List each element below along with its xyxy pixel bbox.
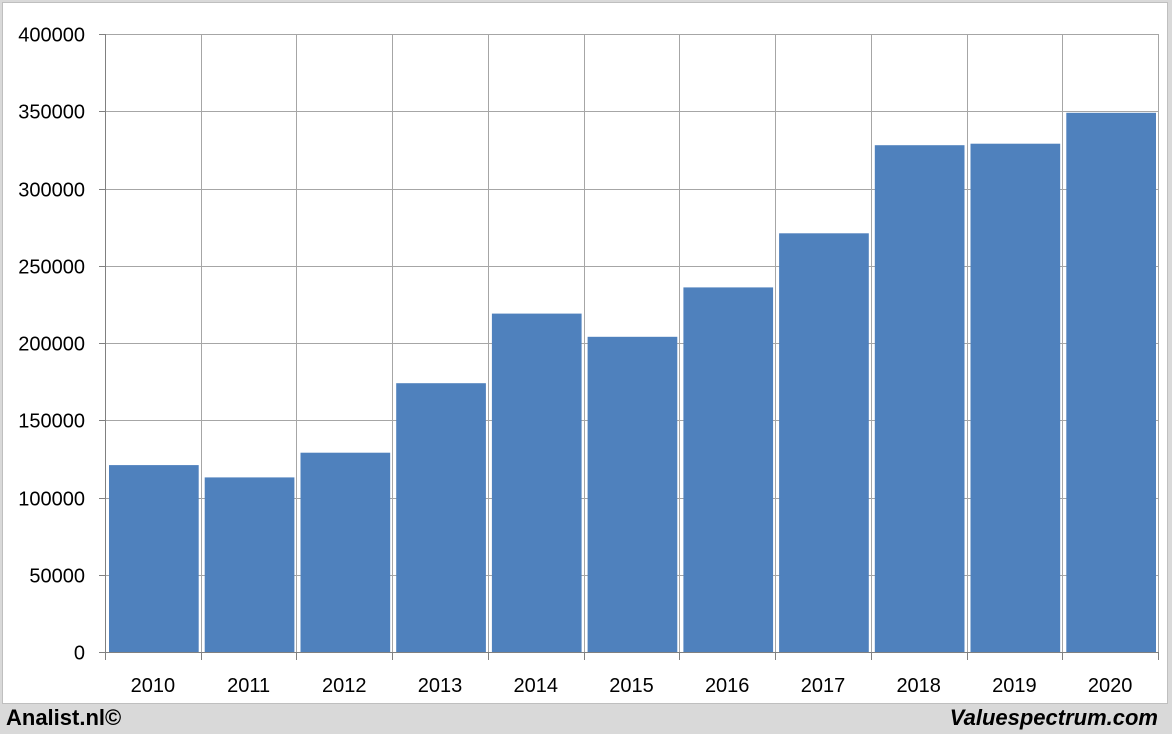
x-tick-label: 2015 xyxy=(609,675,654,697)
bar-2010 xyxy=(109,465,199,652)
source-credit-right: Valuespectrum.com xyxy=(949,705,1158,730)
bar-2016 xyxy=(683,287,774,652)
y-tick-label: 250000 xyxy=(18,257,85,279)
y-tick-label: 0 xyxy=(74,643,85,665)
y-tick-label: 150000 xyxy=(18,411,85,433)
y-tick-label: 100000 xyxy=(18,489,85,511)
y-tick-label: 200000 xyxy=(18,334,85,356)
x-tick-label: 2014 xyxy=(514,675,559,697)
x-tick-label: 2012 xyxy=(322,675,367,697)
bar-2012 xyxy=(300,452,391,652)
y-tick-label: 400000 xyxy=(18,25,85,47)
x-tick-label: 2016 xyxy=(705,675,750,697)
bar-2018 xyxy=(874,145,965,652)
x-tick-label: 2017 xyxy=(801,675,846,697)
chart-panel: 0 50000 100000 150000 200000 250000 300000 3500… xyxy=(2,2,1168,704)
bar-2013 xyxy=(396,383,486,652)
bar-2014 xyxy=(491,313,582,652)
bar-2019 xyxy=(970,143,1061,652)
bar-chart: 0 50000 100000 150000 200000 250000 300000 3500… xyxy=(18,25,1159,697)
bar-2011 xyxy=(204,477,295,652)
x-tick-label: 2013 xyxy=(418,675,463,697)
y-tick-label: 300000 xyxy=(18,180,85,202)
x-tick-label: 2018 xyxy=(896,675,941,697)
x-tick-label: 2010 xyxy=(131,675,176,697)
y-tick-label: 50000 xyxy=(29,566,85,588)
bar-2017 xyxy=(779,233,869,653)
y-tick-label: 350000 xyxy=(18,102,85,124)
bar-2020 xyxy=(1066,112,1156,653)
x-tick-label: 2011 xyxy=(227,675,270,697)
bar-2015 xyxy=(587,336,678,652)
source-credit-left: Analist.nl© xyxy=(6,705,122,730)
x-tick-label: 2020 xyxy=(1088,675,1133,697)
x-tick-label: 2019 xyxy=(992,675,1037,697)
